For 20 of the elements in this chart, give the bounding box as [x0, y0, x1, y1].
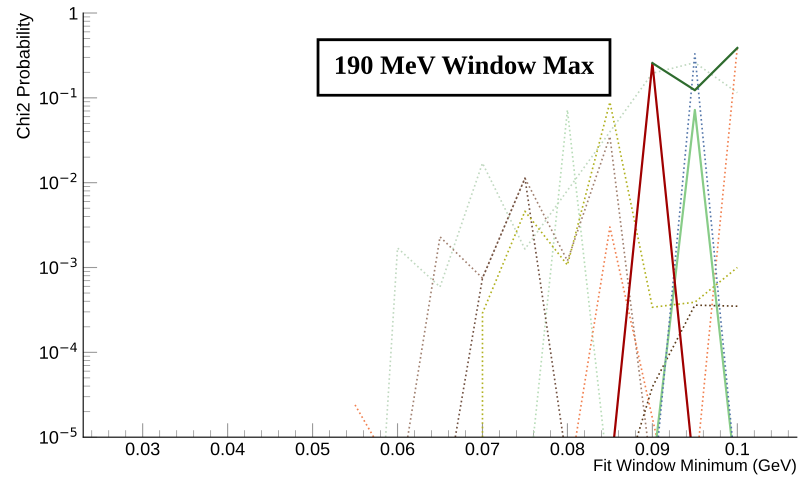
- x-tick-label: 0.08: [550, 442, 584, 456]
- y-tick-label: 10$^{−2}$: [40, 172, 76, 190]
- line-series: [406, 136, 648, 438]
- line-series: [636, 304, 738, 438]
- x-tick-label: 0.04: [210, 442, 245, 456]
- x-axis-title: Fit Window Minimum (GeV): [594, 458, 796, 474]
- x-tick-label: 0.1: [725, 442, 750, 456]
- y-tick-label: 10$^{−1}$: [40, 88, 77, 104]
- line-series: [482, 101, 738, 438]
- text: 190 MeV Window Max: [336, 56, 594, 74]
- y-tick-label: 10$^{−3}$: [40, 258, 77, 274]
- x-tick-label: 0.03: [126, 442, 160, 456]
- y-tick-label: 1: [70, 7, 78, 20]
- y-tick-label: 10$^{−5}$: [40, 427, 77, 444]
- x-tick-label: 0.09: [636, 442, 670, 456]
- x-tick-label: 0.07: [466, 442, 500, 456]
- y-axis-title: Chi2 Probability: [16, 13, 34, 139]
- x-tick-label: 0.06: [380, 442, 414, 456]
- x-tick-label: 0.05: [296, 442, 330, 456]
- y-tick-label: 10$^{−4}$: [40, 342, 77, 359]
